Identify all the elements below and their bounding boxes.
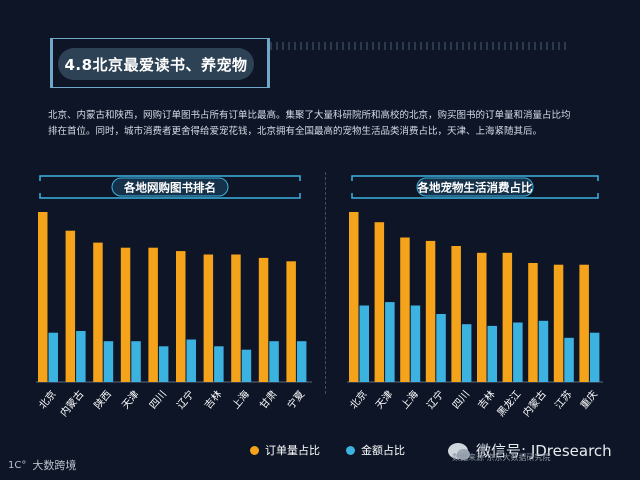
legend: 订单量占比 金额占比 <box>250 442 431 458</box>
chart-1-title: 各地宠物生活消费占比 <box>417 181 533 195</box>
chart-1-title-pill <box>416 177 534 197</box>
wechat-watermark: 微信号: JDresearch <box>448 440 612 461</box>
chart-1-bar-amount-8 <box>564 337 574 382</box>
legend-swatch-blue <box>346 445 355 455</box>
chart-1-bar-orders-9 <box>579 264 589 382</box>
chart-1-bar-orders-5 <box>477 252 487 382</box>
chart-1-tick-label-4: 四川 <box>451 389 472 411</box>
description: 北京、内蒙古和陕西，网购订单图书占所有订单比最高。集聚了大量科研院所和高校的北京… <box>48 108 608 140</box>
chart-1-tick-label-0: 北京 <box>347 388 370 412</box>
chart-1-bar-amount-1 <box>385 302 395 382</box>
chart-0-bar-amount-7 <box>241 349 252 382</box>
brand-mark-icon: 1C° <box>8 459 27 471</box>
chart-0-bar-orders-7 <box>231 254 241 382</box>
chart-0-bar-orders-9 <box>286 261 296 382</box>
legend-swatch-orange <box>250 445 259 455</box>
chart-0-title: 各地网购图书排名 <box>123 181 216 195</box>
chart-1-bar-amount-4 <box>461 324 472 382</box>
chart-0-bar-amount-9 <box>296 341 307 382</box>
chart-0-bar-orders-5 <box>176 251 186 382</box>
chart-1-bar-orders-1 <box>374 222 385 382</box>
chart-1-bar-amount-3 <box>436 314 446 382</box>
chart-1-bar-amount-5 <box>487 325 497 382</box>
chart-divider <box>325 172 326 394</box>
chart-0-bar-orders-0 <box>38 212 48 382</box>
chart-0-bar-amount-1 <box>76 331 86 382</box>
chart-1-bar-orders-2 <box>400 237 410 382</box>
chart-1-bar-amount-7 <box>538 320 549 382</box>
chart-0-bar-orders-3 <box>120 247 131 382</box>
chart-1-bar-amount-9 <box>589 332 600 382</box>
legend-item-amount: 金额占比 <box>346 442 405 458</box>
chart-0-bar-amount-8 <box>269 341 279 382</box>
chart-0-bar-orders-1 <box>65 230 76 382</box>
chart-0-tick-label-2: 陕西 <box>91 388 114 412</box>
legend-item-orders: 订单量占比 <box>250 442 320 458</box>
description-line-1: 北京、内蒙古和陕西，网购订单图书占所有订单比最高。集聚了大量科研院所和高校的北京… <box>48 110 571 121</box>
wechat-icon <box>448 442 470 460</box>
chart-1-tick-label-1: 天津 <box>373 388 395 411</box>
chart-0-tick-label-8: 甘肃 <box>257 388 280 412</box>
chart-0-tick-label-7: 上海 <box>229 388 252 412</box>
title-frame <box>50 38 270 88</box>
chart-1-bar-amount-6 <box>513 322 523 382</box>
description-line-2: 排在首位。同时，城市消费者更舍得给爱宠花钱，北京拥有全国最高的宠物生活品类消费占… <box>48 126 543 137</box>
chart-0-bar-orders-2 <box>93 242 103 382</box>
chart-0-bar-orders-8 <box>258 257 269 382</box>
chart-1-tick-label-9: 重庆 <box>577 388 600 412</box>
chart-1-tick-label-8: 江苏 <box>552 388 575 412</box>
chart-0-bar-orders-4 <box>148 247 158 382</box>
brand-logo: 1C° 大数跨境 <box>8 457 76 473</box>
chart-0-tick-label-3: 天津 <box>119 388 141 411</box>
chart-1-bar-orders-0 <box>349 212 359 382</box>
chart-0-bar-amount-3 <box>131 341 141 382</box>
chart-0-title-frame <box>39 175 301 199</box>
chart-1-title-frame <box>351 175 599 199</box>
page-title: 4.8北京最爱读书、养宠物 <box>58 48 254 80</box>
chart-0-title-pill <box>111 177 229 197</box>
legend-label-orders: 订单量占比 <box>265 444 320 457</box>
chart-1-bar-orders-6 <box>502 252 513 382</box>
chart-0-tick-label-5: 辽宁 <box>174 388 197 412</box>
chart-1-tick-label-3: 辽宁 <box>424 388 447 412</box>
chart-0-tick-label-4: 四川 <box>148 389 169 411</box>
source-watermark: 数据来源 京东大数据研究院 <box>452 453 551 462</box>
chart-0-bar-amount-6 <box>214 346 224 382</box>
decorative-stripes <box>270 42 566 50</box>
chart-1-tick-label-5: 吉林 <box>475 388 498 412</box>
chart-1-bar-amount-0 <box>359 305 369 382</box>
chart-0-bar-amount-2 <box>103 341 114 382</box>
chart-0-bar-amount-0 <box>48 332 58 382</box>
chart-0-bar-amount-4 <box>158 346 169 382</box>
chart-0-tick-label-9: 宁夏 <box>284 388 307 412</box>
chart-0-tick-label-6: 吉林 <box>201 388 224 412</box>
chart-1-bar-orders-4 <box>451 246 461 382</box>
chart-1-tick-label-2: 上海 <box>398 388 421 412</box>
chart-1-bar-orders-3 <box>425 240 436 382</box>
chart-1-tick-label-6: 黑龙江 <box>494 388 523 419</box>
chart-0-bar-orders-6 <box>203 254 214 382</box>
chart-0-bar-amount-5 <box>186 339 196 382</box>
chart-1-tick-label-7: 内蒙古 <box>520 388 549 419</box>
chart-0-tick-label-1: 内蒙古 <box>57 388 86 419</box>
chart-0-tick-label-0: 北京 <box>36 388 59 412</box>
chart-1-bar-orders-7 <box>528 263 538 382</box>
wechat-id: 微信号: JDresearch <box>476 442 612 460</box>
legend-label-amount: 金额占比 <box>361 444 405 457</box>
chart-1-bar-amount-2 <box>410 305 421 382</box>
brand-name: 大数跨境 <box>32 459 77 472</box>
chart-1-bar-orders-8 <box>553 264 564 382</box>
